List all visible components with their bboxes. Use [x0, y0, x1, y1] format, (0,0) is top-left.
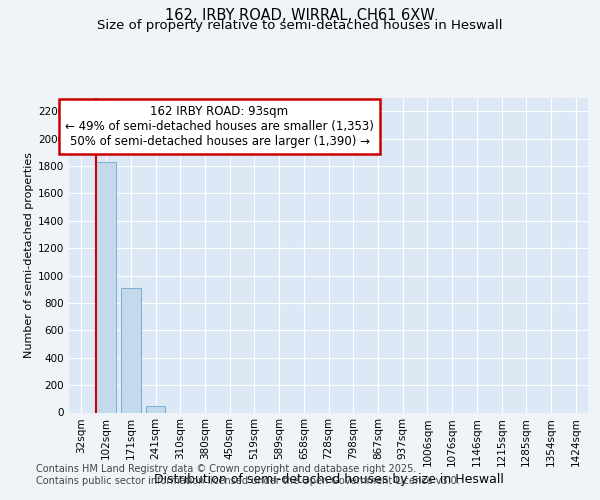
X-axis label: Distribution of semi-detached houses by size in Heswall: Distribution of semi-detached houses by …	[154, 473, 503, 486]
Bar	[146, 406, 166, 412]
Text: 162 IRBY ROAD: 93sqm
← 49% of semi-detached houses are smaller (1,353)
50% of se: 162 IRBY ROAD: 93sqm ← 49% of semi-detac…	[65, 106, 374, 148]
Bar	[96, 162, 116, 412]
Text: Size of property relative to semi-detached houses in Heswall: Size of property relative to semi-detach…	[97, 19, 503, 32]
Text: Contains public sector information licensed under the Open Government Licence v3: Contains public sector information licen…	[36, 476, 460, 486]
Text: 162, IRBY ROAD, WIRRAL, CH61 6XW: 162, IRBY ROAD, WIRRAL, CH61 6XW	[165, 8, 435, 22]
Bar	[121, 288, 140, 412]
Text: Contains HM Land Registry data © Crown copyright and database right 2025.: Contains HM Land Registry data © Crown c…	[36, 464, 416, 474]
Y-axis label: Number of semi-detached properties: Number of semi-detached properties	[24, 152, 34, 358]
